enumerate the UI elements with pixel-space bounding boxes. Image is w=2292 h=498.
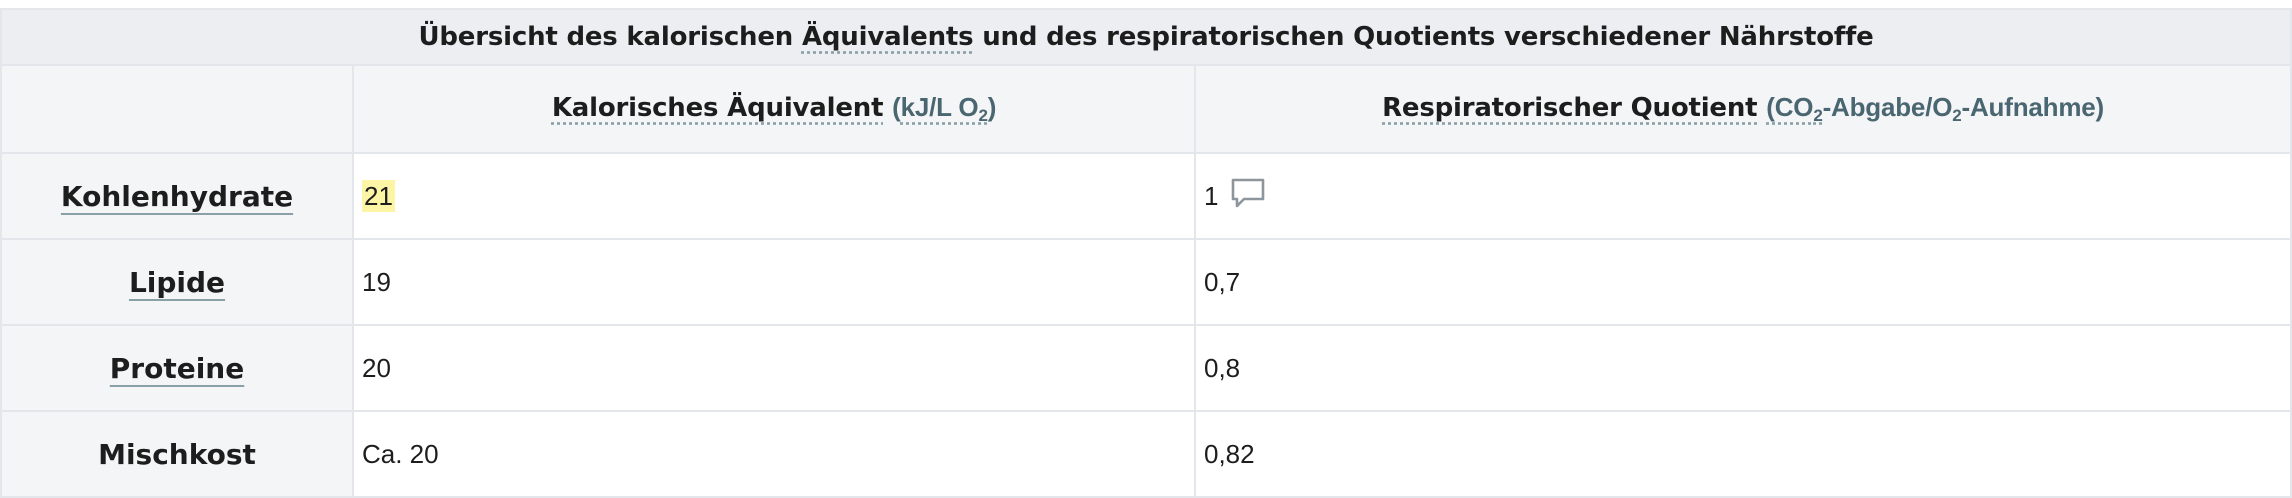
caption-text-start: Übersicht des kalorischen [418,22,802,52]
table-row: Lipide 19 0,7 [0,238,2292,326]
header-unit-kalorisch: (kJ/L O2) [892,92,997,125]
table-wrapper: Übersicht des kalorischen Äquivalents un… [0,8,2292,498]
cell-kalorisch: 21 [352,152,1196,240]
row-header: Lipide [0,238,354,326]
column-header-row: Kalorisches Äquivalent (kJ/L O2) Respira… [0,64,2292,154]
cell-rq: 0,8 [1193,324,2292,412]
header-link-rq[interactable]: Respiratorischer Quotient [1382,93,1758,123]
row-header: Kohlenhydrate [0,152,354,240]
comment-icon[interactable] [1230,177,1266,216]
header-link-kalorisch[interactable]: Kalorisches Äquivalent [551,93,884,123]
highlighted-value: 21 [362,179,395,212]
row-header: Mischkost [0,410,354,498]
table-row: Kohlenhydrate 21 1 [0,152,2292,240]
corner-header-cell [0,64,354,154]
row-header: Proteine [0,324,354,412]
unit-link-co2[interactable]: (CO2 [1766,92,1823,125]
table-row: Proteine 20 0,8 [0,324,2292,412]
table-caption: Übersicht des kalorischen Äquivalents un… [0,8,2292,66]
row-link-proteine[interactable]: Proteine [109,351,245,385]
column-header-rq: Respiratorischer Quotient (CO2-Abgabe/O2… [1193,64,2292,154]
unit-link-kj[interactable]: kJ/L O2 [900,92,988,125]
row-label-mischkost: Mischkost [98,437,256,471]
row-link-lipide[interactable]: Lipide [128,265,226,299]
caption-text-end: und des respiratorischen Quotients versc… [973,22,1874,52]
caption-link-aequivalents[interactable]: Äquivalents [801,22,974,52]
cell-kalorisch: 20 [352,324,1196,412]
cell-kalorisch: 19 [352,238,1196,326]
cell-rq: 0,82 [1193,410,2292,498]
nutrient-table: Übersicht des kalorischen Äquivalents un… [0,8,2292,498]
header-unit-rq: (CO2-Abgabe/O2-Aufnahme) [1766,92,2104,125]
cell-rq: 1 [1193,152,2292,240]
table-row: Mischkost Ca. 20 0,82 [0,410,2292,498]
rq-value: 1 [1204,180,1219,211]
row-link-kohlenhydrate[interactable]: Kohlenhydrate [60,179,294,213]
table-caption-row: Übersicht des kalorischen Äquivalents un… [0,8,2292,66]
column-header-kalorisch: Kalorisches Äquivalent (kJ/L O2) [352,64,1196,154]
cell-rq: 0,7 [1193,238,2292,326]
cell-kalorisch: Ca. 20 [352,410,1196,498]
